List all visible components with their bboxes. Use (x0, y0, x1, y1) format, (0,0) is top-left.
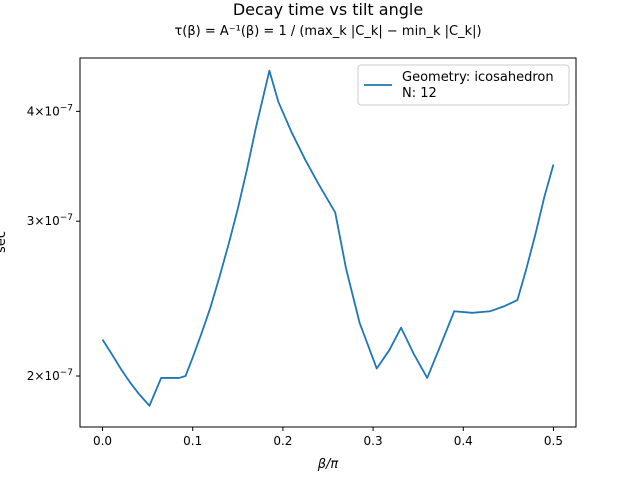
series-line-0 (101, 69, 555, 407)
plot-area (101, 69, 555, 407)
legend-label-line2: N: 12 (402, 86, 437, 101)
y-tick-label: 2×10−7 (27, 368, 73, 383)
x-axis-label: β/π (317, 457, 339, 472)
y-tick-label: 3×10−7 (27, 213, 73, 228)
x-tick-label: 0.4 (454, 434, 473, 448)
y-tick-label: 4×10−7 (27, 103, 73, 118)
legend-box (357, 64, 570, 106)
y-axis-label: sec (0, 231, 9, 253)
x-tick-label: 0.3 (364, 434, 383, 448)
legend: Geometry: icosahedron N: 12 (357, 64, 570, 106)
x-tick-label: 0.0 (93, 434, 112, 448)
chart-subtitle: τ(β) = A⁻¹(β) = 1 / (max_k |C_k| − min_k… (174, 24, 482, 39)
chart-title: Decay time vs tilt angle (232, 0, 424, 19)
x-tick-label: 0.2 (273, 434, 292, 448)
axes-frame (79, 57, 577, 428)
x-axis: 0.0 0.1 0.2 0.3 0.4 0.5 (93, 427, 563, 448)
x-tick-label: 0.5 (544, 434, 563, 448)
legend-label: Geometry: icosahedron (402, 70, 554, 85)
y-axis: 2×10−7 3×10−7 4×10−7 (27, 103, 80, 383)
x-tick-label: 0.1 (183, 434, 202, 448)
